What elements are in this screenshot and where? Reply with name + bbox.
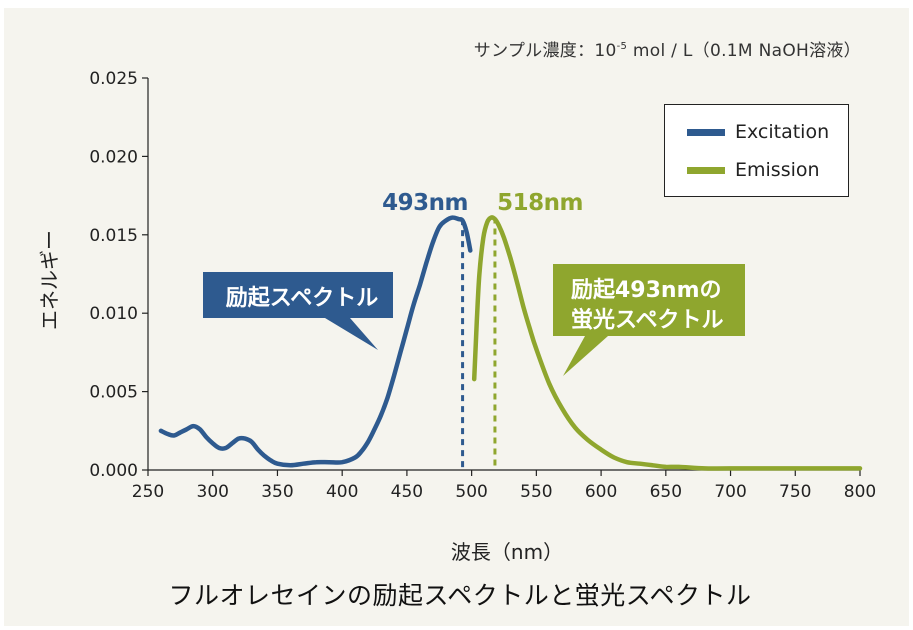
x-tick-label: 400: [326, 482, 358, 502]
axes-group: 0.000 0.005 0.010 0.015 0.020 0.025 250 300 350 4…: [89, 69, 876, 502]
chart-canvas: 0.000 0.005 0.010 0.015 0.020 0.025 250 300 350 4…: [89, 69, 876, 502]
x-tick-label: 650: [650, 482, 682, 502]
x-tick-label: 250: [132, 482, 164, 502]
x-tick-label: 800: [844, 482, 876, 502]
legend-swatch-emission: [687, 166, 725, 174]
excitation-callout-text: 励起スペクトル: [225, 286, 379, 311]
emission-callout-line1: 励起493nmの: [571, 278, 722, 303]
x-tick-label: 450: [391, 482, 423, 502]
y-axis-label: エネルギー: [37, 230, 62, 330]
peak-markers-group: [461, 217, 497, 470]
emission-callout-text: 励起493nmの 蛍光スペクトル: [557, 276, 751, 336]
legend-label-emission: Emission: [735, 159, 820, 181]
x-tick-label: 500: [455, 482, 487, 502]
legend: Excitation Emission: [664, 104, 849, 197]
sample-concentration-note: サンプル濃度：10-5 mol / L（0.1M NaOH溶液）: [473, 41, 861, 61]
series-group: [158, 215, 863, 471]
y-tick-label: 0.005: [89, 383, 138, 403]
chart-frame: 0.000 0.005 0.010 0.015 0.020 0.025 250 300 350 4…: [4, 8, 909, 626]
series-line-excitation: [158, 215, 473, 468]
x-axis-label: 波長（nm）: [450, 540, 564, 564]
y-tick-label: 0.010: [89, 304, 138, 324]
x-tick-label: 700: [714, 482, 746, 502]
x-tick-label: 350: [261, 482, 293, 502]
y-tick-label: 0.020: [89, 147, 138, 167]
emission-callout-bubble: [553, 264, 745, 376]
excitation-peak-label: 493nm: [382, 190, 468, 216]
y-tick-label: 0.000: [89, 461, 138, 481]
figure-caption: フルオレセインの励起スペクトルと蛍光スペクトル: [168, 581, 752, 610]
x-tick-label: 600: [585, 482, 617, 502]
x-tick-label: 550: [520, 482, 552, 502]
excitation-callout-bubble: [203, 272, 393, 350]
y-tick-label: 0.025: [89, 69, 138, 89]
x-tick-label: 300: [197, 482, 229, 502]
series-line-emission: [471, 215, 863, 471]
legend-swatch-excitation: [687, 128, 725, 136]
legend-label-excitation: Excitation: [735, 121, 830, 143]
legend-entry-emission: Emission: [687, 159, 820, 181]
emission-peak-label: 518nm: [497, 190, 583, 216]
emission-callout-line2: 蛍光スペクトル: [571, 308, 724, 333]
y-tick-label: 0.015: [89, 226, 138, 246]
legend-entry-excitation: Excitation: [687, 121, 829, 143]
x-tick-label: 750: [779, 482, 811, 502]
